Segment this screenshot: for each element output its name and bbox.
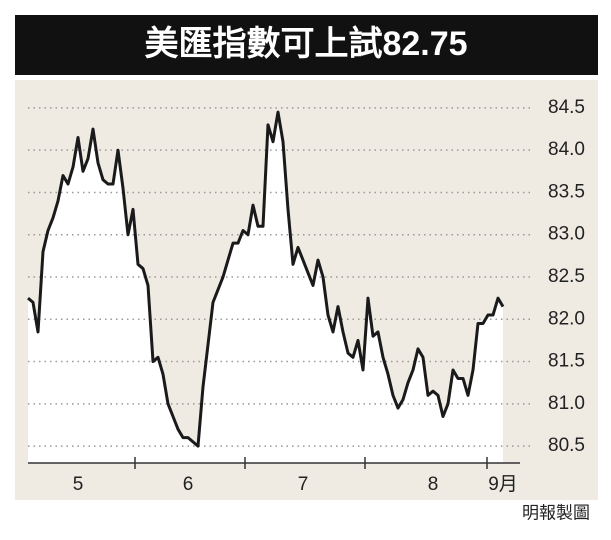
y-tick-label: 82.5 (548, 266, 585, 287)
x-tick-label: 7 (298, 474, 309, 495)
y-tick-label: 84.5 (548, 97, 585, 118)
title-bar (15, 15, 598, 75)
y-tick-label: 82.0 (548, 308, 585, 329)
x-tick-label: 5 (73, 474, 84, 495)
area (28, 112, 503, 464)
x-tick-label: 6 (183, 474, 194, 495)
line (27, 110, 505, 448)
y-tick-label: 80.5 (548, 435, 585, 456)
x-tick-label: 9月 (488, 474, 518, 495)
y-tick-label: 84.0 (548, 139, 585, 160)
y-tick-label: 81.0 (548, 393, 585, 414)
y-tick-label: 81.5 (548, 351, 585, 372)
plot: 80.5 81.0 81.5 82.0 82.5 83.0 83.5 84.0 84.5 5 6 7 8… (27, 97, 585, 495)
y-tick-label: 83.5 (548, 181, 585, 202)
x-tick-label: 8 (428, 474, 439, 495)
chart-title: 美匯指數可上試82.75 (144, 25, 467, 63)
y-tick-label: 83.0 (548, 224, 585, 245)
source: 明報製圖 (522, 503, 590, 522)
